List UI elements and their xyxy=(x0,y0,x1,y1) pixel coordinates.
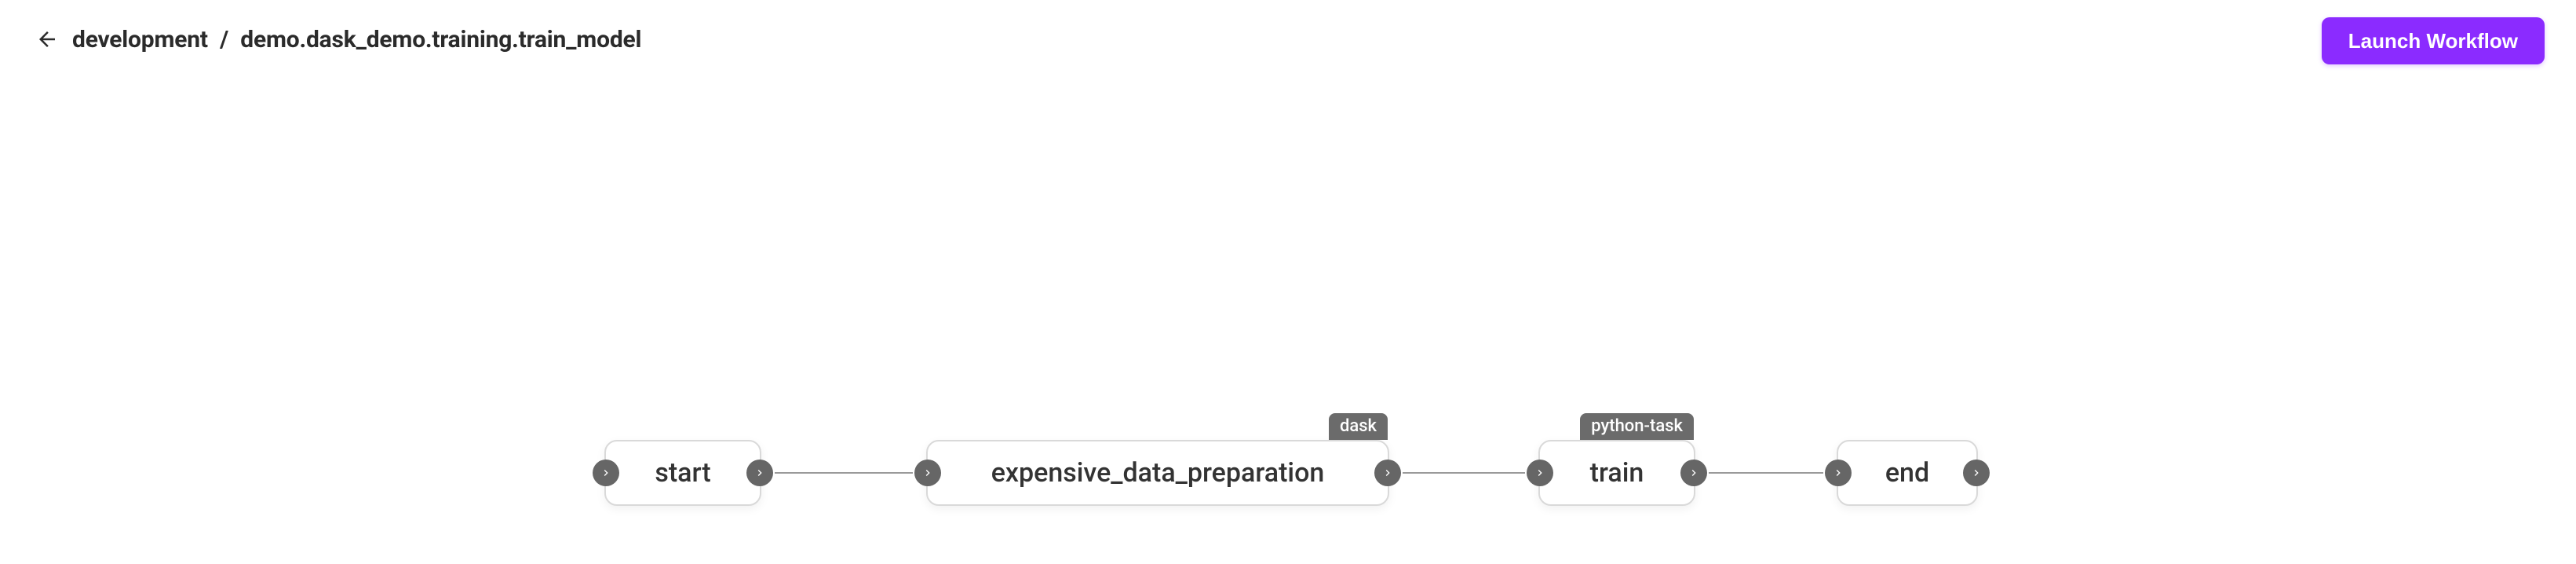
workflow-node-tag: dask xyxy=(1329,413,1388,440)
workflow-node-prep[interactable]: expensive_data_preparationdask xyxy=(926,440,1389,506)
node-input-port[interactable] xyxy=(593,460,619,486)
workflow-node-label: start xyxy=(623,457,742,489)
workflow-edge xyxy=(1709,472,1823,474)
workflow-node-end[interactable]: end xyxy=(1837,440,1978,506)
workflow-edge xyxy=(775,472,913,474)
workflow-node-label: expensive_data_preparation xyxy=(960,457,1356,489)
workflow-graph-canvas[interactable]: startexpensive_data_preparationdasktrain… xyxy=(0,0,2576,564)
node-input-port[interactable] xyxy=(1527,460,1553,486)
workflow-node-train[interactable]: trainpython-task xyxy=(1538,440,1695,506)
node-output-port[interactable] xyxy=(1680,460,1707,486)
workflow-node-label: end xyxy=(1854,457,1961,489)
node-output-port[interactable] xyxy=(746,460,773,486)
workflow-node-tag: python-task xyxy=(1580,413,1694,440)
node-output-port[interactable] xyxy=(1963,460,1990,486)
workflow-node-label: train xyxy=(1559,457,1676,489)
workflow-edge xyxy=(1403,472,1525,474)
node-output-port[interactable] xyxy=(1374,460,1401,486)
node-input-port[interactable] xyxy=(1825,460,1852,486)
node-input-port[interactable] xyxy=(914,460,941,486)
workflow-node-start[interactable]: start xyxy=(604,440,761,506)
